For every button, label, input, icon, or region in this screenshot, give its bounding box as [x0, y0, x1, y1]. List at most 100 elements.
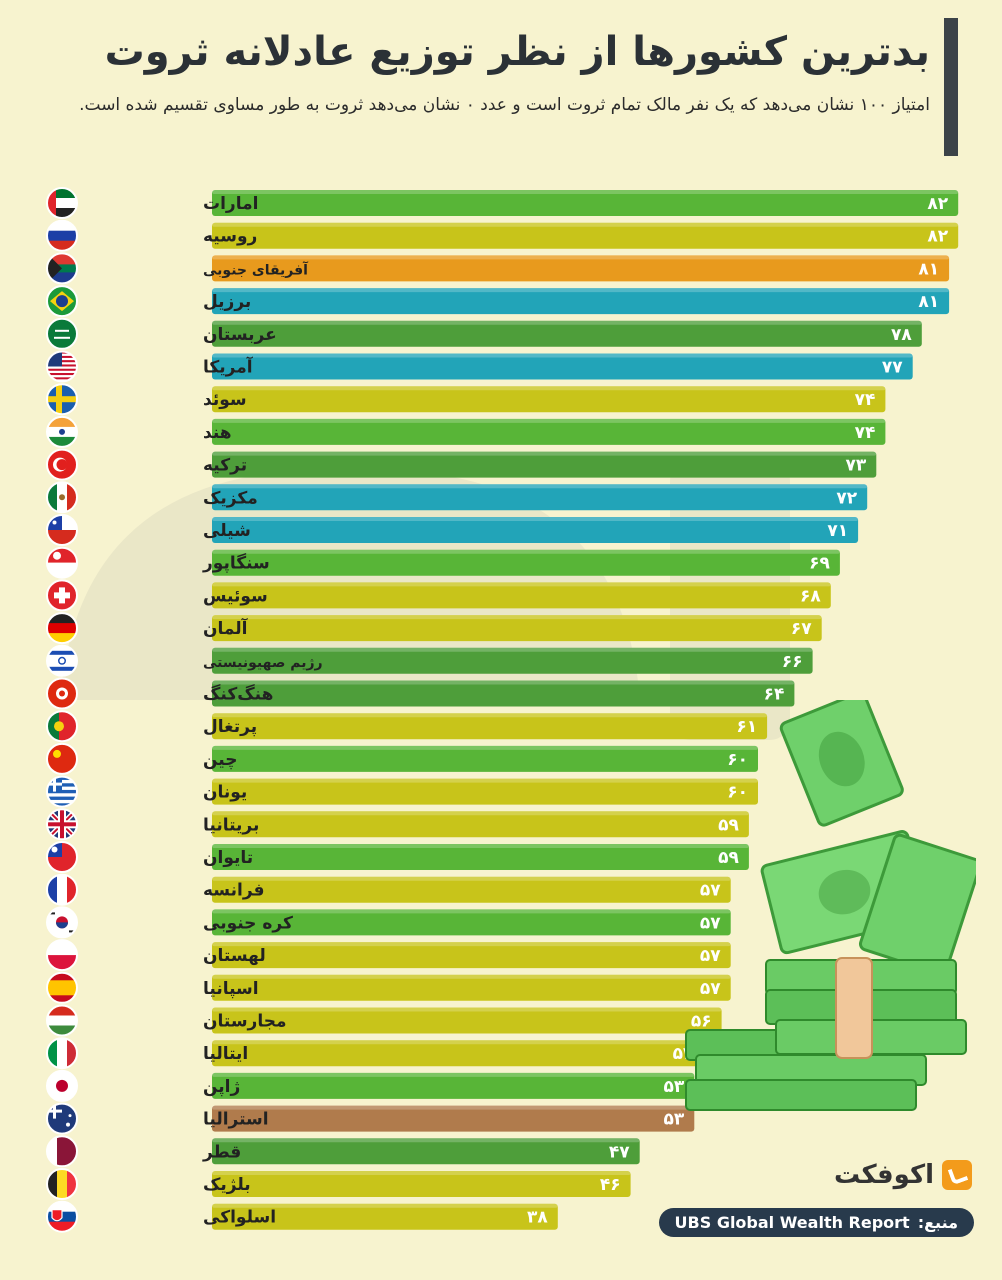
value-label-32: ۳۸	[527, 1208, 548, 1228]
flag-switzerland-icon	[46, 579, 78, 612]
category-label-4: برزیل	[203, 292, 251, 312]
bar-highlight-9	[212, 451, 877, 456]
flag-hong-kong-icon	[46, 677, 78, 710]
flag-south-korea-icon	[46, 906, 78, 939]
bar-26	[212, 1007, 722, 1034]
category-label-18: چین	[203, 750, 238, 770]
value-label-28: ۵۳	[664, 1077, 685, 1097]
flag-greece-icon	[46, 775, 78, 808]
flag-qatar-icon	[46, 1135, 78, 1168]
value-label-21: ۵۹	[718, 848, 739, 868]
category-label-24: لهستان	[203, 946, 266, 966]
bar-highlight-24	[212, 942, 731, 947]
category-label-22: فرانسه	[203, 881, 265, 901]
flag-china-icon	[46, 742, 78, 775]
page-title: بدترین کشورها از نظر توزیع عادلانه ثروت	[104, 29, 930, 75]
value-label-15: ۶۶	[782, 652, 803, 672]
bar-highlight-2	[212, 222, 959, 227]
bar-highlight-12	[212, 549, 840, 554]
value-label-3: ۸۱	[918, 259, 939, 279]
bar-3	[212, 255, 950, 282]
bar-24	[212, 942, 731, 969]
source-label: منبع:	[917, 1213, 958, 1232]
value-label-17: ۶۱	[736, 717, 757, 737]
category-label-12: سنگاپور	[202, 553, 270, 574]
value-label-10: ۷۲	[836, 488, 857, 508]
bar-28	[212, 1072, 695, 1099]
value-label-14: ۶۷	[791, 619, 812, 639]
flag-turkey-icon	[46, 448, 78, 481]
bar-highlight-18	[212, 745, 758, 750]
bar-highlight-21	[212, 844, 749, 848]
bar-5	[212, 320, 922, 347]
bar-31	[212, 1171, 631, 1197]
bar-2	[212, 222, 959, 249]
category-label-6: آمریکا	[203, 356, 254, 378]
category-label-13: سوئیس	[203, 586, 268, 606]
bar-32	[212, 1203, 558, 1230]
value-label-6: ۷۷	[882, 358, 903, 378]
category-label-30: قطر	[202, 1142, 241, 1162]
bar-highlight-27	[212, 1040, 704, 1045]
category-label-31: بلژیک	[203, 1175, 251, 1195]
flag-germany-icon	[46, 612, 78, 645]
bar-highlight-26	[212, 1007, 722, 1012]
flag-spain-icon	[46, 971, 78, 1004]
flag-mexico-icon	[46, 481, 78, 514]
value-label-4: ۸۱	[918, 292, 939, 312]
category-label-29: استرالیا	[203, 1110, 269, 1130]
bar-highlight-30	[212, 1138, 640, 1143]
category-label-8: هند	[203, 423, 232, 443]
category-label-14: آلمان	[203, 617, 249, 639]
value-label-18: ۶۰	[727, 750, 748, 770]
value-label-1: ۸۲	[927, 194, 948, 214]
value-label-12: ۶۹	[809, 554, 830, 574]
bar-15	[212, 647, 813, 674]
bar-19	[212, 778, 758, 805]
flag-japan-icon	[46, 1069, 78, 1102]
bar-25	[212, 974, 731, 1001]
flag-slovakia-icon	[46, 1200, 78, 1233]
category-label-20: بریتانیا	[203, 815, 259, 835]
flag-brazil-icon	[46, 285, 78, 318]
bar-highlight-8	[212, 418, 886, 423]
flag-portugal-icon	[46, 710, 78, 743]
flag-hungary-icon	[46, 1004, 78, 1037]
category-label-19: یونان	[203, 783, 247, 803]
bar-13	[212, 582, 831, 609]
bar-21	[212, 844, 749, 870]
flag-russia-icon	[46, 219, 78, 252]
category-label-3: آفریقای جنوبی	[203, 260, 309, 278]
bar-highlight-20	[212, 811, 749, 816]
flag-france-icon	[46, 873, 78, 906]
bar-highlight-17	[212, 713, 768, 718]
bar-6	[212, 353, 913, 380]
title-accent-bar	[944, 18, 958, 156]
flag-usa-icon	[46, 350, 78, 383]
bar-highlight-31	[212, 1171, 631, 1175]
bar-30	[212, 1138, 640, 1165]
category-label-21: تایوان	[203, 848, 253, 868]
bar-highlight-29	[212, 1105, 695, 1110]
bar-highlight-11	[212, 517, 859, 521]
bar-highlight-23	[212, 909, 731, 914]
category-label-23: کره جنوبی	[203, 913, 293, 933]
value-label-25: ۵۷	[700, 979, 721, 999]
category-label-5: عربستان	[203, 325, 277, 345]
value-label-16: ۶۴	[764, 685, 785, 705]
flag-uae-icon	[46, 187, 78, 219]
value-label-5: ۷۸	[891, 325, 912, 345]
bar-highlight-3	[212, 255, 950, 260]
bar-12	[212, 549, 840, 576]
flag-chile-icon	[46, 514, 78, 546]
category-label-32: اسلواکی	[203, 1208, 276, 1228]
bar-17	[212, 713, 768, 740]
value-label-30: ۴۷	[609, 1142, 630, 1162]
flag-south-africa-icon	[46, 252, 78, 285]
brand-logo: اکوفکت	[834, 1160, 972, 1190]
bar-18	[212, 745, 758, 772]
bar-highlight-15	[212, 647, 813, 652]
flag-singapore-icon	[46, 546, 78, 579]
category-label-11: شیلی	[203, 521, 251, 541]
